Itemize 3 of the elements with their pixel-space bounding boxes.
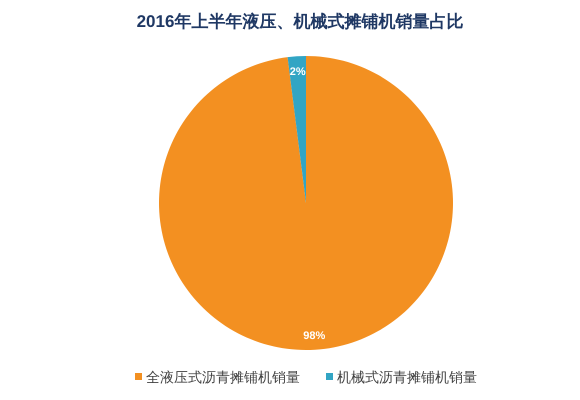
legend-label: 全液压式沥青摊铺机销量 xyxy=(146,369,300,385)
legend-label: 机械式沥青摊铺机销量 xyxy=(337,369,477,385)
title: 2016年上半年液压、机械式摊铺机销量占比 xyxy=(136,12,464,31)
